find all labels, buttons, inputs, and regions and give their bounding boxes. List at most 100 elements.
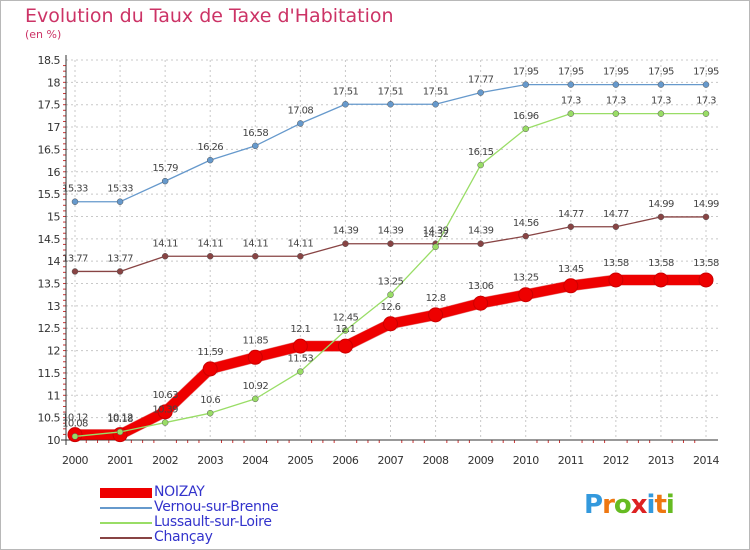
series-point: [657, 213, 665, 221]
series-point: [71, 198, 79, 205]
y-tick-label: 15: [47, 210, 60, 223]
series-point: [702, 110, 710, 117]
series-point: [657, 81, 665, 88]
data-label: 13.06: [468, 281, 494, 292]
data-label: 15.33: [62, 184, 88, 195]
series-point: [702, 81, 710, 88]
series-point: [522, 232, 529, 240]
data-label: 17.95: [648, 67, 674, 78]
series-point: [247, 349, 263, 365]
data-label: 14.11: [152, 238, 178, 249]
logo-letter: x: [630, 490, 648, 520]
series-point: [612, 81, 620, 88]
data-label: 15.33: [107, 184, 133, 195]
y-tick-label: 18.5: [38, 54, 61, 67]
series-point: [161, 177, 169, 185]
logo-letter: o: [613, 490, 632, 520]
series-point: [383, 316, 398, 332]
data-label: 12.1: [290, 324, 310, 335]
series-point: [608, 272, 624, 288]
data-label: 16.58: [242, 128, 268, 139]
series-point: [116, 268, 124, 275]
chart-unit: (en %): [25, 28, 62, 41]
series-point: [161, 419, 169, 426]
series-point: [161, 253, 169, 260]
y-tick-label: 10.5: [38, 412, 61, 425]
proxiti-logo: Proxiti: [584, 490, 675, 520]
x-tick-label: 2006: [332, 454, 358, 467]
series-point: [297, 368, 304, 375]
series-point: [342, 101, 349, 108]
data-label: 12.45: [333, 312, 359, 323]
series-point: [342, 327, 349, 334]
data-label: 14.77: [558, 209, 584, 220]
data-label: 14.56: [513, 218, 539, 229]
data-label: 10.63: [152, 390, 178, 401]
series-point: [477, 240, 484, 247]
data-label: 17.08: [288, 105, 314, 116]
data-label: 10.39: [152, 405, 178, 416]
y-tick-label: 18: [47, 76, 60, 89]
data-label: 16.26: [197, 142, 223, 153]
data-label: 14.99: [693, 199, 719, 210]
data-label: 13.77: [62, 253, 88, 264]
series-point: [563, 278, 579, 294]
series-point: [116, 428, 124, 436]
series-point: [432, 243, 439, 251]
series-point: [522, 125, 529, 133]
series-point: [252, 253, 259, 260]
y-tick-label: 10: [47, 434, 60, 447]
series-point: [206, 409, 214, 417]
data-label: 14.39: [423, 226, 449, 237]
logo-letter: r: [602, 490, 615, 520]
data-label: 13.58: [603, 258, 629, 269]
series-point: [473, 295, 489, 311]
legend-label: Chançay: [154, 529, 213, 545]
series-point: [567, 110, 575, 117]
x-tick-label: 2010: [513, 454, 539, 467]
plot-area: [66, 60, 718, 440]
data-label: 10.92: [242, 381, 268, 392]
series-point: [698, 272, 714, 288]
y-tick-label: 13.5: [38, 278, 61, 291]
data-label: 16.96: [513, 111, 539, 122]
data-label: 10.18: [107, 414, 133, 425]
chart-title: Evolution du Taux de Taxe d'Habitation: [25, 5, 394, 27]
data-label: 11.53: [288, 354, 314, 365]
y-tick-label: 16: [47, 166, 60, 179]
series-point: [567, 81, 575, 88]
data-label: 17.3: [561, 96, 581, 107]
data-label: 14.11: [242, 238, 268, 249]
series-point: [342, 240, 349, 247]
y-tick-label: 14: [47, 255, 60, 268]
series-point: [428, 307, 444, 323]
data-label: 14.99: [648, 199, 674, 210]
data-label: 14.11: [288, 238, 314, 249]
data-label: 10.12: [62, 413, 88, 424]
series-point: [612, 110, 620, 117]
series-point: [477, 161, 484, 169]
data-label: 13.45: [558, 264, 584, 275]
legend-label: NOIZAY: [154, 484, 205, 500]
series-point: [653, 272, 669, 288]
data-label: 14.77: [603, 209, 629, 220]
series-point: [612, 223, 620, 231]
y-tick-label: 17: [47, 121, 60, 134]
data-label: 17.51: [423, 86, 449, 97]
x-tick-label: 2011: [558, 454, 584, 467]
legend-swatch: [100, 537, 152, 539]
data-label: 12.6: [381, 302, 401, 313]
data-label: 15.79: [152, 163, 178, 174]
x-tick-label: 2007: [378, 454, 404, 467]
y-tick-label: 14.5: [38, 233, 61, 246]
series-point: [202, 361, 218, 377]
y-tick-label: 11: [47, 389, 60, 402]
legend-swatch: [100, 488, 152, 498]
data-label: 17.51: [378, 86, 404, 97]
x-tick-label: 2001: [107, 454, 133, 467]
y-tick-label: 12: [47, 345, 60, 358]
logo-letter: i: [646, 490, 656, 520]
series-point: [116, 198, 124, 205]
data-label: 13.77: [107, 253, 133, 264]
x-tick-label: 2009: [468, 454, 494, 467]
